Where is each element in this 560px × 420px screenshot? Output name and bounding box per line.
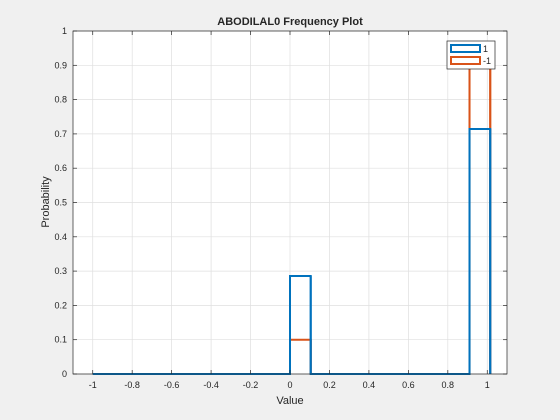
- y-tick-label: 0.4: [54, 232, 67, 242]
- x-tick-label: -0.6: [164, 380, 180, 390]
- x-tick-label: -1: [89, 380, 97, 390]
- y-tick-label: 0.8: [54, 95, 67, 105]
- y-tick-label: 0.2: [54, 300, 67, 310]
- chart-title: ABODILAL0 Frequency Plot: [217, 16, 363, 28]
- legend-label-series-1: 1: [483, 44, 488, 54]
- x-tick-label: 0.8: [442, 380, 455, 390]
- y-tick-label: 0.9: [54, 60, 67, 70]
- legend-swatch-series-1: [450, 44, 481, 53]
- x-tick-label: 1: [485, 380, 490, 390]
- y-tick-label: 1: [62, 26, 67, 36]
- y-axis-label: Probability: [40, 176, 52, 228]
- y-tick-label: 0.1: [54, 335, 67, 345]
- x-tick-label: 0.6: [402, 380, 415, 390]
- x-tick-label: 0: [287, 380, 292, 390]
- y-tick-label: 0.6: [54, 163, 67, 173]
- x-tick-labels: -1 -0.8 -0.6 -0.4 -0.2 0 0.2 0.4 0.6 0.8 1: [89, 380, 490, 390]
- y-tick-label: 0.5: [54, 198, 67, 208]
- legend[interactable]: 1 -1: [446, 40, 496, 70]
- legend-swatch-series-2: [450, 56, 481, 65]
- x-tick-label: -0.8: [124, 380, 140, 390]
- y-tick-labels: 0 0.1 0.2 0.3 0.4 0.5 0.6 0.7 0.8 0.9 1: [54, 26, 67, 379]
- y-tick-label: 0.7: [54, 129, 67, 139]
- x-tick-label: 0.2: [323, 380, 336, 390]
- x-tick-label: 0.4: [363, 380, 376, 390]
- y-tick-label: 0.3: [54, 266, 67, 276]
- x-axis-label: Value: [276, 395, 303, 407]
- y-tick-label: 0: [62, 369, 67, 379]
- x-tick-label: -0.4: [203, 380, 219, 390]
- tick-marks: [73, 30, 507, 375]
- x-tick-label: -0.2: [243, 380, 259, 390]
- legend-label-series-2: -1: [483, 56, 491, 66]
